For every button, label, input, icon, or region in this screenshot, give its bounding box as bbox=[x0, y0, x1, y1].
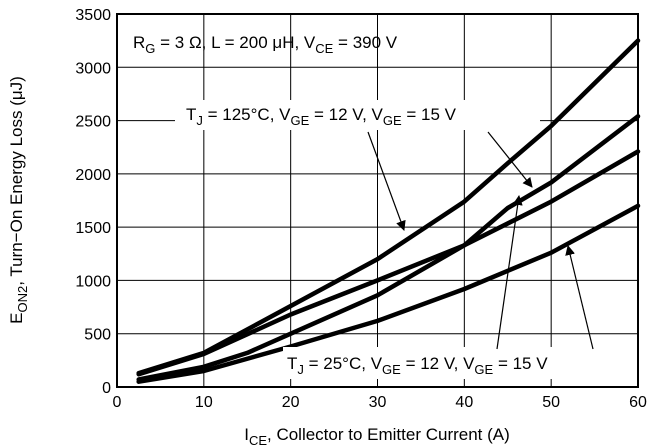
x-tick-label: 0 bbox=[113, 394, 122, 411]
series-line-1 bbox=[136, 38, 641, 376]
x-tick-label: 40 bbox=[455, 394, 473, 411]
arrow-25c-1 bbox=[496, 195, 523, 350]
y-tick-label: 2500 bbox=[75, 114, 111, 131]
y-tick-label: 500 bbox=[84, 327, 111, 344]
arrow-125c-2 bbox=[487, 131, 533, 188]
annotations-group: RG = 3 Ω, L = 200 μH, VCE = 390 V TJ = 1… bbox=[133, 33, 633, 379]
tick-labels: 0 10 20 30 40 50 60 0 500 1000 1500 2000 2500 3000 350… bbox=[75, 7, 647, 411]
series-line-3 bbox=[136, 114, 641, 382]
grid bbox=[117, 14, 638, 387]
y-tick-label: 2000 bbox=[75, 167, 111, 184]
y-axis-label: EON2, Turn−On Energy Loss (μJ) bbox=[7, 76, 30, 324]
arrow-25c-2 bbox=[565, 245, 594, 350]
x-axis-label: ICE, Collector to Emitter Current (A) bbox=[244, 425, 510, 446]
y-tick-label: 0 bbox=[102, 380, 111, 397]
conditions-annotation: RG = 3 Ω, L = 200 μH, VCE = 390 V bbox=[133, 33, 398, 56]
y-tick-label: 1000 bbox=[75, 273, 111, 290]
x-tick-label: 30 bbox=[369, 394, 387, 411]
tj-125-annotation: TJ = 125°C, VGE = 12 V, VGE = 15 V bbox=[186, 105, 457, 128]
x-tick-label: 10 bbox=[195, 394, 213, 411]
tj-25-annotation: TJ = 25°C, VGE = 12 V, VGE = 15 V bbox=[287, 354, 548, 377]
x-tick-label: 60 bbox=[629, 394, 647, 411]
series-group bbox=[136, 38, 641, 384]
x-tick-label: 20 bbox=[282, 394, 300, 411]
series-line-2 bbox=[136, 149, 641, 377]
y-tick-label: 3500 bbox=[75, 7, 111, 24]
arrow-125c-1 bbox=[367, 131, 406, 231]
y-tick-label: 1500 bbox=[75, 220, 111, 237]
y-tick-label: 3000 bbox=[75, 60, 111, 77]
series-line-4 bbox=[136, 203, 641, 384]
plot-frame bbox=[116, 13, 639, 388]
x-tick-label: 50 bbox=[542, 394, 560, 411]
